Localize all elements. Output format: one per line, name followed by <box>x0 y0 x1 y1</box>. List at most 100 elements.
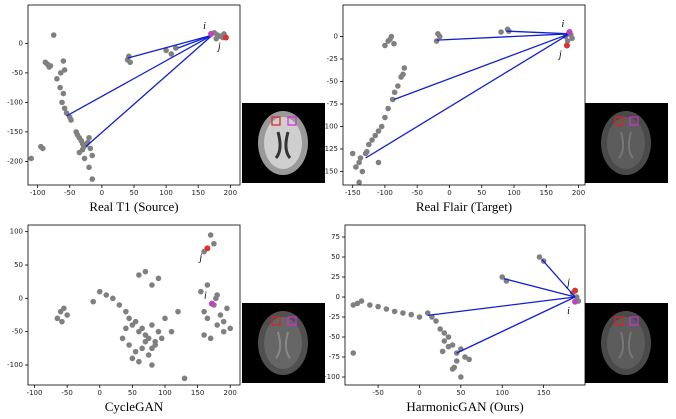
link-line <box>127 34 213 59</box>
link-line <box>503 277 576 298</box>
caption: Real T1 (Source) <box>89 199 178 214</box>
y-tick-label: -25 <box>329 313 340 321</box>
point <box>204 282 211 288</box>
link-line <box>541 258 576 298</box>
x-tick-label: -150 <box>345 189 361 197</box>
x-tick-label: 50 <box>130 189 139 197</box>
y-tick-label: 0 <box>19 39 23 47</box>
point <box>437 326 443 332</box>
point <box>385 105 391 112</box>
x-tick-label: 0 <box>98 389 102 397</box>
point-label: j <box>565 278 570 289</box>
point <box>123 325 129 332</box>
point <box>61 305 67 312</box>
y-tick-label: 75 <box>331 233 340 241</box>
highlight-point <box>563 42 570 49</box>
point <box>458 374 464 380</box>
point <box>139 325 145 332</box>
x-tick-label: -100 <box>30 189 46 197</box>
point <box>127 59 133 66</box>
brain-image <box>242 103 325 183</box>
point <box>499 274 506 280</box>
link-line <box>177 34 213 49</box>
point <box>400 310 406 316</box>
x-tick-label: 100 <box>158 389 171 397</box>
point <box>358 298 365 304</box>
axes-frame <box>344 224 586 386</box>
point <box>149 322 155 328</box>
point <box>103 292 110 298</box>
point <box>466 356 472 363</box>
x-tick-label: 50 <box>477 189 486 197</box>
axes-frame <box>342 4 586 186</box>
point-label: i <box>204 291 207 302</box>
point <box>349 150 356 157</box>
brain-image <box>242 303 325 383</box>
point <box>168 328 175 335</box>
point <box>155 275 162 282</box>
point <box>129 355 136 362</box>
point <box>50 32 57 38</box>
y-tick-label: -75 <box>329 353 340 361</box>
point <box>387 36 393 42</box>
y-tick-label: 0 <box>334 33 338 41</box>
x-tick-label: 150 <box>537 389 550 397</box>
point <box>217 312 224 318</box>
x-tick-label: 100 <box>507 189 520 197</box>
point <box>81 155 88 162</box>
link-line <box>365 33 570 159</box>
x-tick-label: 0 <box>417 389 421 397</box>
point <box>395 83 401 89</box>
x-tick-label: 0 <box>447 189 451 197</box>
y-tick-label: -100 <box>322 123 338 131</box>
point <box>433 318 439 324</box>
point <box>359 168 366 175</box>
point <box>163 47 169 54</box>
point <box>181 375 188 382</box>
point <box>375 128 382 134</box>
y-tick-label: 0 <box>19 294 23 302</box>
point <box>142 268 149 275</box>
point <box>201 308 207 315</box>
point <box>391 308 398 315</box>
point <box>87 145 94 152</box>
point <box>207 335 214 342</box>
point <box>211 240 217 247</box>
x-tick-label: -50 <box>372 389 383 397</box>
highlight-point <box>208 300 215 307</box>
link-line <box>427 296 576 317</box>
link-line <box>456 296 576 354</box>
link-line <box>66 34 213 117</box>
point <box>462 354 468 360</box>
point-label: j <box>197 252 202 263</box>
point <box>227 325 234 332</box>
point <box>57 70 64 76</box>
point <box>168 51 175 57</box>
point <box>201 332 207 338</box>
point <box>90 298 97 305</box>
point <box>372 132 379 139</box>
point <box>441 338 448 344</box>
x-tick-label: 200 <box>224 389 237 397</box>
y-tick-label: 0 <box>336 293 340 301</box>
point <box>204 315 211 322</box>
point <box>382 114 388 121</box>
point <box>207 232 214 238</box>
point <box>366 141 372 148</box>
point <box>132 348 139 355</box>
caption: Real Flair (Target) <box>416 199 512 214</box>
point <box>68 117 74 123</box>
y-tick-label: -50 <box>12 69 23 77</box>
axes-frame <box>27 4 241 186</box>
point <box>149 362 155 368</box>
point <box>149 282 155 288</box>
x-tick-label: 100 <box>159 189 172 197</box>
x-tick-label: 150 <box>540 189 553 197</box>
point <box>123 308 129 315</box>
point <box>86 134 92 141</box>
highlight-point <box>204 245 211 252</box>
scatter-plot: j i -50 0 50 100 150 75 50 25 0 -25 -50 -75 -100 Harmon… <box>324 224 586 414</box>
point <box>398 74 404 80</box>
point <box>59 318 65 325</box>
